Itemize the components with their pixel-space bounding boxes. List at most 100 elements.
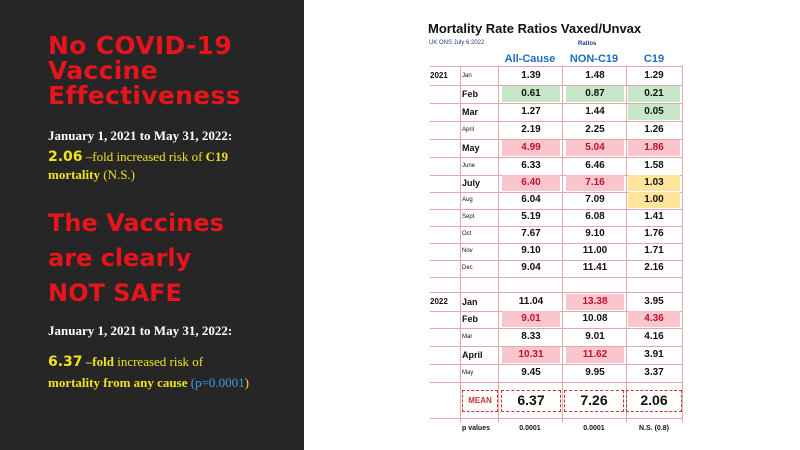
table-cell: 2.19 bbox=[521, 124, 541, 135]
month-label: April bbox=[462, 350, 483, 360]
table-cell: 1.00 bbox=[628, 192, 680, 208]
headline-line: No COVID-19 bbox=[48, 31, 233, 60]
month-label: Oct bbox=[462, 231, 472, 237]
table-cell: 1.26 bbox=[644, 124, 664, 135]
row-divider bbox=[430, 209, 682, 210]
row-divider bbox=[430, 277, 682, 278]
column-header-non-c19: NON-C19 bbox=[569, 53, 619, 65]
table-source: UK ONS July 6 2022 bbox=[429, 40, 485, 46]
row-divider bbox=[430, 85, 682, 86]
headline-line: Vaccine bbox=[48, 56, 158, 85]
row-divider bbox=[430, 364, 682, 365]
table-cell: 11.00 bbox=[582, 245, 608, 256]
all-cause-line2-text: mortality from any cause bbox=[48, 375, 188, 390]
row-divider bbox=[430, 66, 682, 67]
row-divider bbox=[430, 139, 682, 140]
month-label: May bbox=[462, 370, 474, 376]
table-cell: 10.08 bbox=[582, 313, 608, 324]
row-divider bbox=[430, 328, 682, 329]
table-cell: 9.45 bbox=[521, 367, 541, 378]
table-cell: 0.05 bbox=[628, 104, 680, 120]
month-label: Aug bbox=[462, 197, 473, 203]
month-label: Feb bbox=[462, 314, 479, 324]
table-cell: 13.38 bbox=[566, 294, 624, 310]
month-label: April bbox=[462, 127, 475, 133]
column-divider bbox=[682, 66, 683, 422]
mean-all-cause: 6.37 bbox=[501, 390, 561, 412]
table-cell: 9.01 bbox=[585, 331, 605, 342]
month-label: Mar bbox=[462, 107, 479, 117]
table-cell: 7.67 bbox=[521, 228, 541, 239]
all-cause-text: –fold bbox=[82, 354, 114, 369]
column-divider bbox=[498, 66, 499, 422]
paren-close: ) bbox=[244, 375, 249, 390]
table-cell: 2.16 bbox=[644, 262, 664, 273]
date-range-2: January 1, 2021 to May 31, 2022: bbox=[48, 323, 233, 338]
table-cell: 11.41 bbox=[582, 262, 608, 273]
table-cell: 9.04 bbox=[521, 262, 541, 273]
table-cell: 0.21 bbox=[628, 86, 680, 102]
month-label: July bbox=[462, 178, 481, 188]
month-label: Feb bbox=[462, 89, 479, 99]
table-cell: 6.40 bbox=[502, 175, 560, 191]
headline-line: are clearly bbox=[48, 244, 192, 272]
month-label: Sept bbox=[462, 214, 475, 220]
month-label: Jan bbox=[462, 73, 472, 79]
table-cell: 5.19 bbox=[521, 211, 541, 222]
all-cause-text-2: increased risk of bbox=[113, 354, 204, 369]
table-cell: 3.37 bbox=[644, 367, 664, 378]
year-label: 2021 bbox=[430, 71, 448, 80]
year-label: 2022 bbox=[430, 297, 448, 306]
table-cell: 7.09 bbox=[585, 194, 605, 205]
table-cell: 11.62 bbox=[566, 347, 624, 363]
table-cell: 1.29 bbox=[644, 70, 664, 81]
mortality-table: Mortality Rate Ratios Vaxed/Unvax UK ONS… bbox=[426, 20, 684, 442]
row-divider bbox=[430, 382, 682, 383]
table-cell: 3.95 bbox=[644, 296, 664, 307]
row-divider bbox=[430, 243, 682, 244]
table-cell: 1.86 bbox=[628, 140, 680, 156]
c19-risk-statement: 2.06 –fold increased risk of C19 bbox=[48, 148, 228, 166]
table-cell: 1.39 bbox=[521, 70, 541, 81]
mean-c19: 2.06 bbox=[626, 390, 682, 412]
headline-no-effectiveness: No COVID-19 Vaccine Effectiveness bbox=[48, 33, 241, 108]
table-cell: 1.71 bbox=[644, 245, 664, 256]
row-divider bbox=[430, 157, 682, 158]
table-cell: 1.76 bbox=[644, 228, 664, 239]
pvalue-non-c19: 0.0001 bbox=[583, 425, 605, 432]
month-label: May bbox=[462, 143, 480, 153]
column-divider bbox=[626, 66, 627, 422]
headline-not-safe: The Vaccines are clearly NOT SAFE bbox=[48, 206, 224, 311]
table-cell: 1.03 bbox=[628, 175, 680, 191]
p-value-text: (p=0.0001 bbox=[187, 375, 245, 390]
row-divider bbox=[430, 226, 682, 227]
table-cell: 1.58 bbox=[644, 160, 664, 171]
table-cell: 9.10 bbox=[521, 245, 541, 256]
table-cell: 3.91 bbox=[644, 349, 664, 360]
row-divider bbox=[430, 192, 682, 193]
date-range-1: January 1, 2021 to May 31, 2022: bbox=[48, 128, 233, 143]
table-cell: 9.10 bbox=[585, 228, 605, 239]
table-cell: 1.27 bbox=[521, 106, 541, 117]
table-cell: 6.04 bbox=[521, 194, 541, 205]
column-divider bbox=[562, 66, 563, 422]
row-divider bbox=[430, 346, 682, 347]
pvalue-c19: N.S. (0.8) bbox=[639, 425, 669, 432]
month-label: Nov bbox=[462, 248, 473, 254]
table-cell: 1.44 bbox=[585, 106, 605, 117]
table-cell: 4.16 bbox=[644, 331, 664, 342]
all-cause-fold-value: 6.37 bbox=[48, 354, 83, 370]
ratios-label: Ratios bbox=[578, 41, 597, 47]
table-cell: 7.16 bbox=[566, 175, 624, 191]
row-divider bbox=[430, 121, 682, 122]
row-divider bbox=[430, 292, 682, 293]
table-cell: 6.08 bbox=[585, 211, 605, 222]
c19-risk-line2: mortality (N.S.) bbox=[48, 166, 135, 184]
month-label: Mar bbox=[462, 334, 473, 340]
c19-ns-text: (N.S.) bbox=[99, 167, 136, 182]
c19-text: –fold increased risk of bbox=[82, 149, 206, 164]
table-cell: 11.04 bbox=[518, 296, 544, 307]
month-label: Dec bbox=[462, 265, 473, 271]
row-divider bbox=[430, 418, 682, 419]
left-panel: No COVID-19 Vaccine Effectiveness Januar… bbox=[0, 0, 304, 450]
